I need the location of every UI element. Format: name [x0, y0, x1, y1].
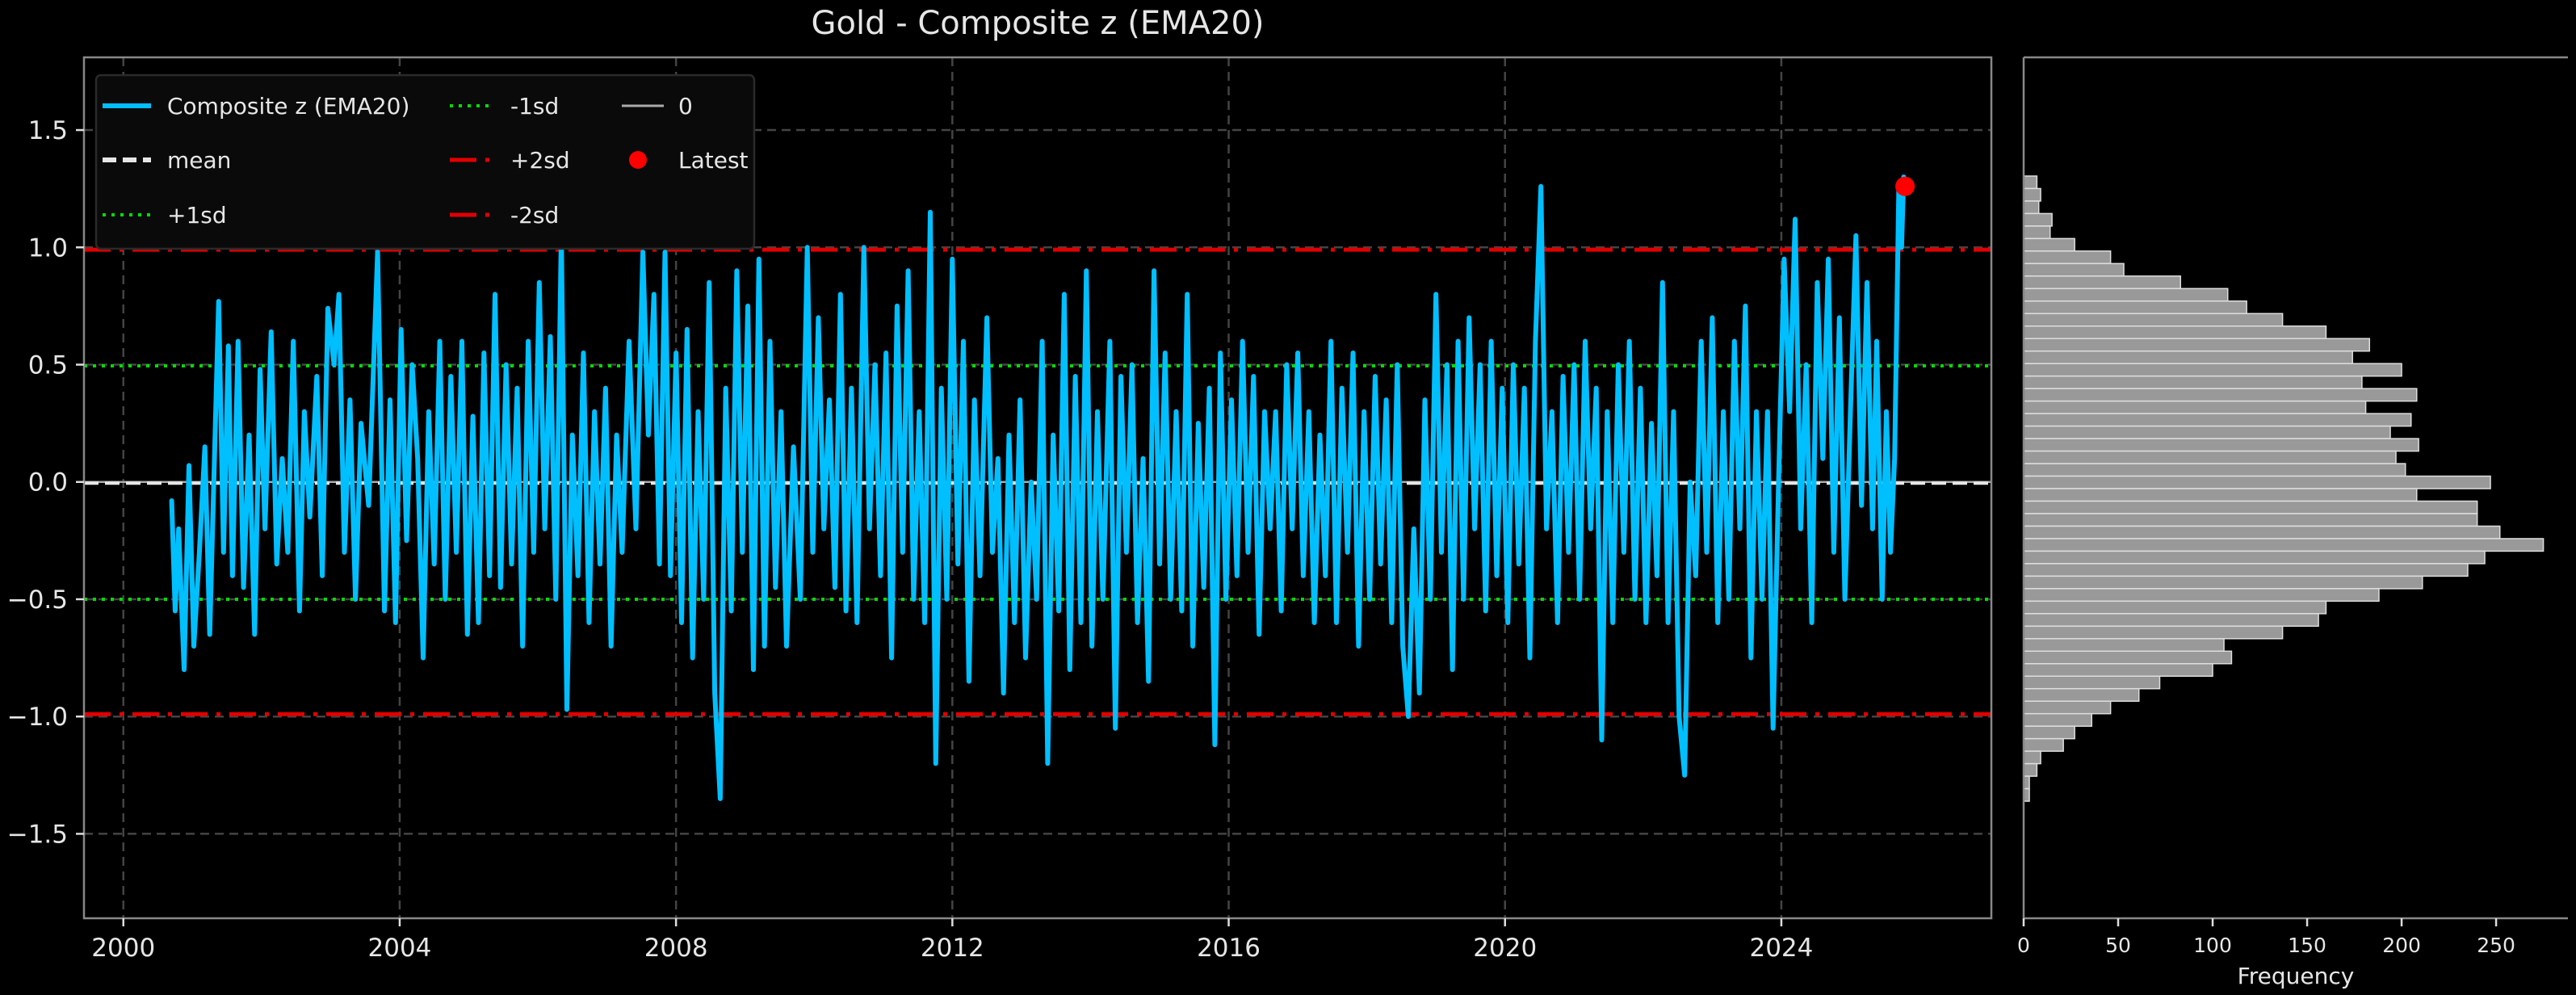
hist-bar [2023, 588, 2380, 602]
hist-bar [2023, 613, 2319, 628]
hist-bar [2023, 425, 2391, 439]
hist-bar [2023, 400, 2367, 414]
y-tick-label: −1.5 [7, 820, 68, 849]
legend-label: mean [167, 147, 231, 174]
hist-bar [2023, 450, 2397, 464]
main-y-axis: −1.5 −1.0 −0.5 0.0 0.5 1.0 1.5 [7, 116, 84, 849]
hist-bar [2023, 338, 2371, 352]
y-tick-label: 1.5 [28, 116, 68, 145]
hist-bar [2023, 500, 2478, 514]
hist-bar [2023, 675, 2161, 690]
legend: Composite z (EMA20) mean +1sd -1sd +2sd -2sd 0… [94, 73, 756, 250]
chart-title: Gold - Composite z (EMA20) [812, 5, 1265, 42]
histogram-plot: 0 50 100 150 200 250 Frequency [2017, 56, 2568, 989]
hist-bar [2023, 350, 2353, 364]
hist-bar [2023, 250, 2112, 265]
hist-x-tick-label: 250 [2477, 934, 2515, 957]
latest-point [1895, 176, 1915, 196]
legend-latest-marker [629, 151, 647, 169]
y-tick-label: −1.0 [7, 703, 68, 732]
x-tick-label: 2016 [1197, 934, 1261, 963]
legend-label: Latest [678, 147, 749, 174]
hist-bar [2023, 725, 2075, 740]
hist-bar [2023, 212, 2053, 227]
hist-bar [2023, 313, 2284, 327]
hist-bar [2023, 513, 2478, 527]
hist-bar [2023, 600, 2327, 615]
hist-bar [2023, 663, 2213, 677]
main-x-axis: 2000 2004 2008 2012 2016 2020 2024 [91, 918, 1813, 963]
legend-label: -2sd [510, 202, 559, 229]
hist-bar [2023, 275, 2181, 290]
x-tick-label: 2008 [644, 934, 708, 963]
hist-bar [2023, 463, 2406, 477]
hist-x-label: Frequency [2238, 963, 2355, 989]
hist-bar [2023, 200, 2040, 215]
hist-bar [2023, 438, 2419, 452]
hist-bar [2023, 700, 2112, 715]
hist-bar [2023, 525, 2501, 539]
hist-bar [2023, 488, 2418, 502]
hist-x-tick-label: 50 [2105, 934, 2131, 957]
hist-bar [2023, 712, 2092, 727]
x-tick-label: 2004 [368, 934, 432, 963]
hist-x-tick-label: 200 [2382, 934, 2421, 957]
hist-bar [2023, 237, 2075, 252]
y-tick-label: 0.5 [28, 351, 68, 380]
hist-bar [2023, 750, 2041, 765]
hist-bar [2023, 638, 2225, 653]
hist-bar [2023, 225, 2051, 240]
hist-bar [2023, 538, 2545, 552]
hist-bar [2023, 175, 2038, 190]
x-tick-label: 2012 [921, 934, 984, 963]
legend-label: -1sd [510, 93, 559, 120]
hist-bar [2023, 563, 2469, 577]
hist-x-tick-label: 150 [2288, 934, 2326, 957]
hist-bar [2023, 762, 2038, 777]
legend-box [94, 73, 756, 250]
hist-bar [2023, 475, 2491, 489]
hist-bar [2023, 575, 2423, 590]
y-tick-label: −0.5 [7, 586, 68, 615]
hist-bar [2023, 737, 2064, 752]
hist-x-axis: 0 50 100 150 200 250 [2017, 918, 2515, 957]
legend-label: +1sd [167, 202, 227, 229]
y-tick-label: 0.0 [28, 468, 68, 498]
hist-bar [2023, 363, 2402, 377]
hist-x-tick-label: 100 [2193, 934, 2232, 957]
hist-bar [2023, 375, 2363, 389]
hist-bar [2023, 262, 2125, 277]
hist-bar [2023, 288, 2229, 302]
series-composite-z [169, 174, 1908, 801]
hist-bar [2023, 388, 2418, 402]
series-line [169, 174, 1908, 801]
y-tick-label: 1.0 [28, 233, 68, 262]
hist-bar [2023, 413, 2412, 427]
hist-bar [2023, 300, 2247, 315]
hist-x-tick-label: 0 [2017, 934, 2030, 957]
hist-bar [2023, 650, 2233, 665]
hist-bar [2023, 550, 2486, 565]
legend-label: Composite z (EMA20) [167, 93, 409, 120]
hist-bar [2023, 625, 2284, 640]
main-axes-frame [82, 56, 1993, 920]
hist-bar [2023, 325, 2327, 339]
latest-marker-group [1895, 176, 1915, 196]
legend-label: +2sd [510, 147, 570, 174]
x-tick-label: 2000 [91, 934, 155, 963]
hist-bar [2023, 187, 2041, 202]
x-tick-label: 2020 [1473, 934, 1537, 963]
x-tick-label: 2024 [1749, 934, 1813, 963]
hist-bar [2023, 687, 2140, 702]
main-plot: −1.5 −1.0 −0.5 0.0 0.5 1.0 1.5 2000 2004 2008 201… [7, 56, 1993, 963]
legend-label: 0 [678, 93, 693, 120]
